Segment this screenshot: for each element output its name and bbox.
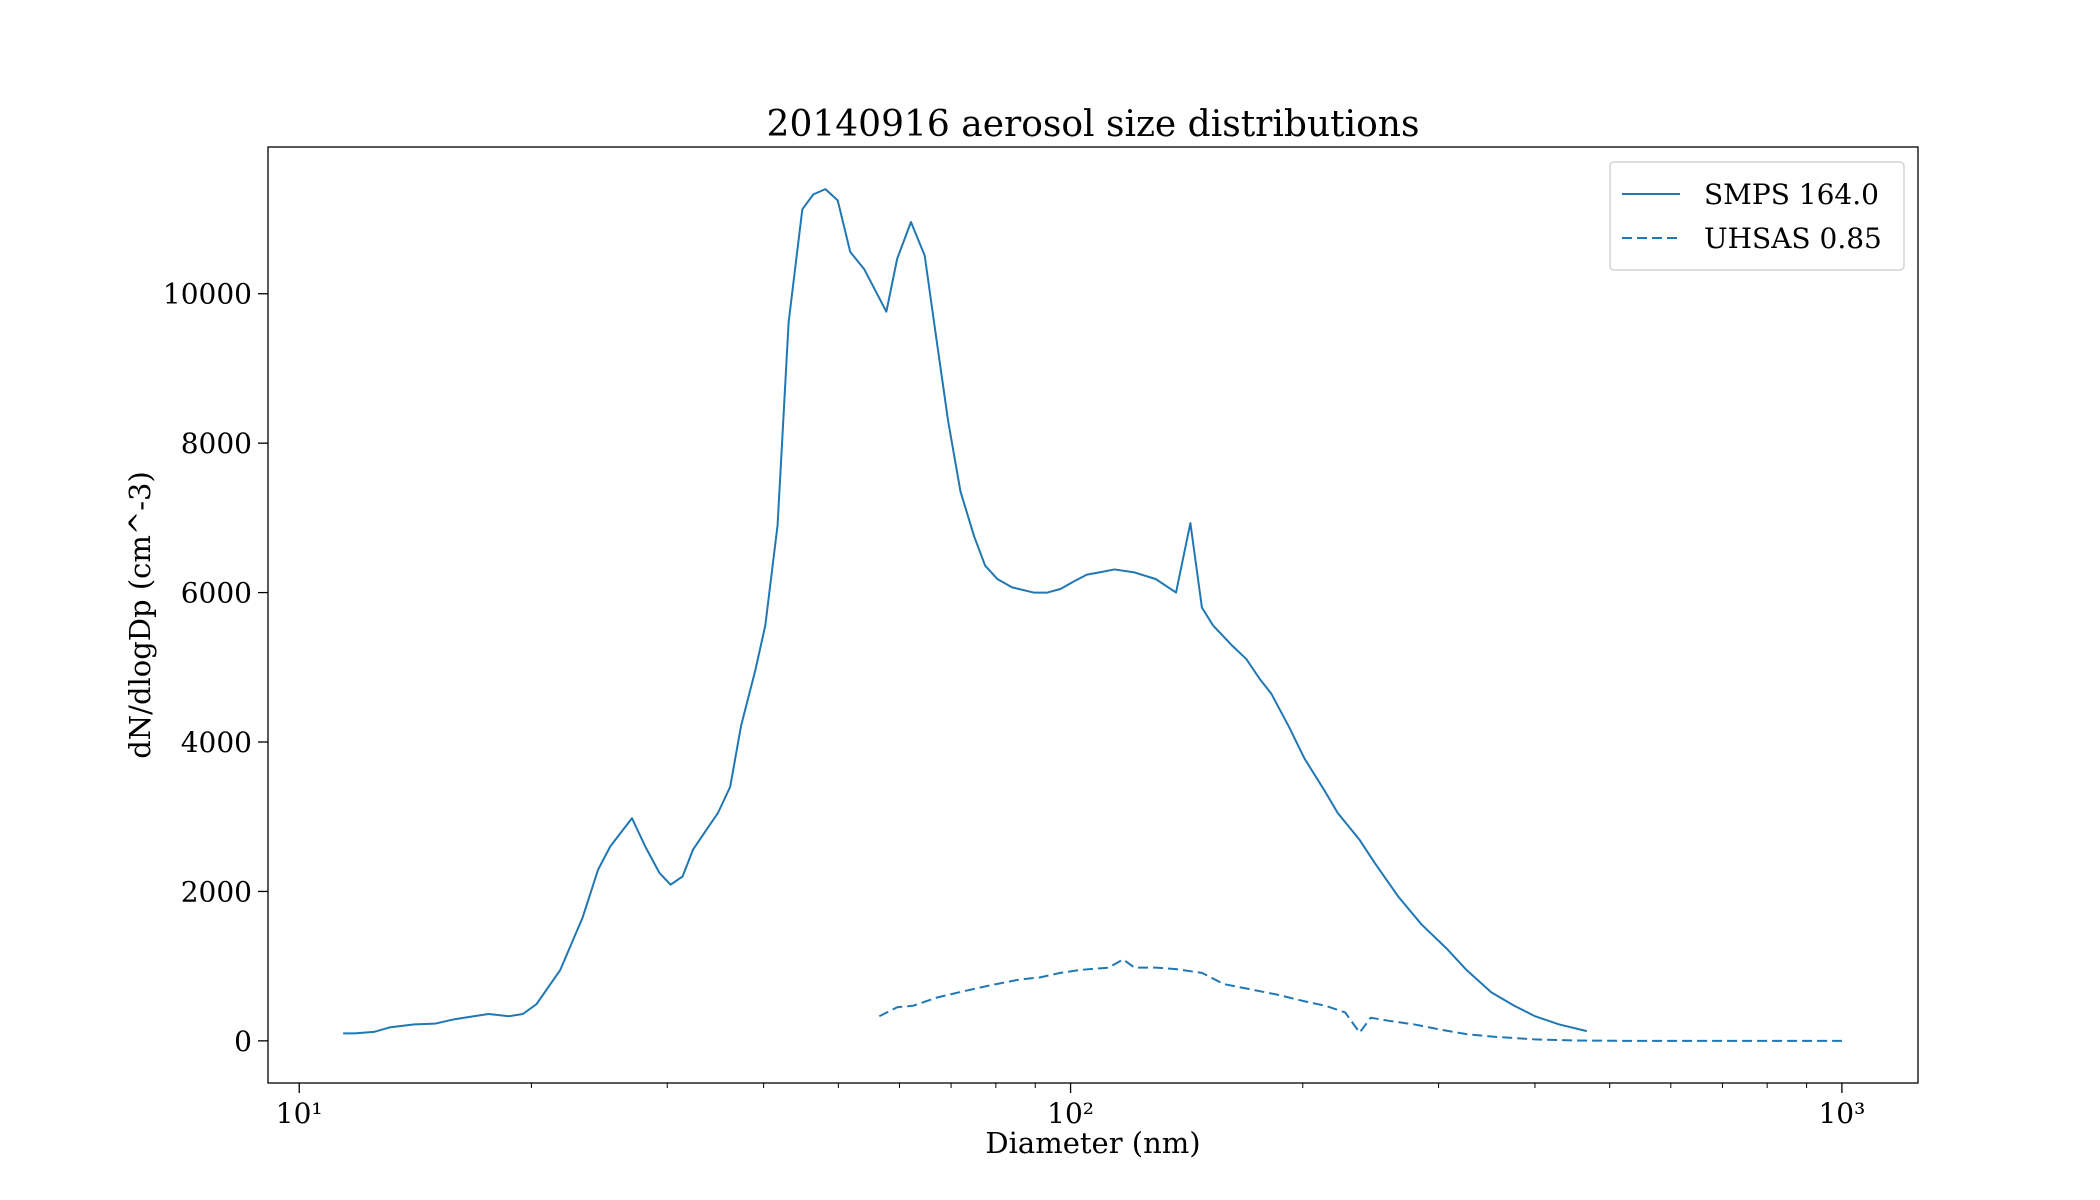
plot-frame	[267, 146, 1919, 1084]
y-tick-label: 4000	[181, 726, 252, 759]
legend-label: UHSAS 0.85	[1704, 222, 1882, 255]
y-tick-label: 10000	[163, 278, 252, 311]
chart-title: 20140916 aerosol size distributions	[767, 104, 1420, 145]
x-axis-label: Diameter (nm)	[985, 1126, 1200, 1160]
y-tick-label: 2000	[181, 875, 252, 908]
y-axis-label: dN/dlogDp (cm^-3)	[123, 471, 157, 759]
legend-label: SMPS 164.0	[1704, 178, 1879, 211]
y-tick-label: 0	[234, 1025, 252, 1058]
x-tick-label: 10³	[1818, 1097, 1865, 1130]
x-tick-label: 10¹	[276, 1097, 323, 1130]
x-tick-label: 10²	[1047, 1097, 1094, 1130]
y-tick-label: 8000	[181, 427, 252, 460]
y-tick-label: 6000	[181, 577, 252, 610]
data-line	[343, 188, 1588, 1035]
data-line	[878, 958, 1842, 1042]
legend-box	[1609, 161, 1905, 271]
